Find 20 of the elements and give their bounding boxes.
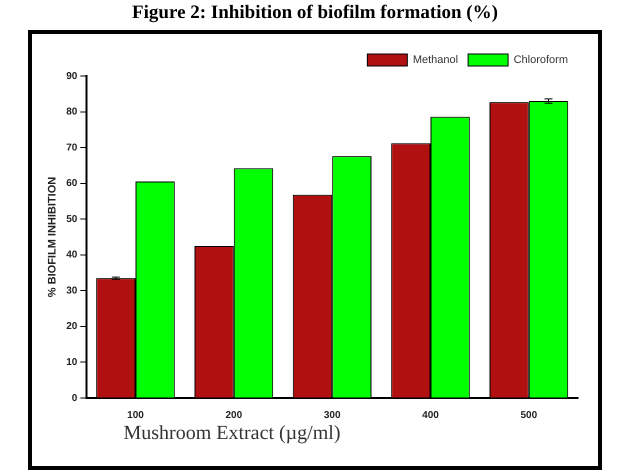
y-tick-label: 30	[66, 285, 78, 296]
y-tick-label: 80	[66, 106, 78, 118]
x-tick-label: 100	[127, 410, 144, 421]
y-tick-label: 50	[66, 214, 78, 225]
y-tick-label: 60	[66, 178, 78, 190]
y-tick-label: 40	[66, 250, 78, 261]
legend-label: Methanol	[412, 54, 458, 66]
x-tick-label: 200	[225, 410, 243, 421]
y-tick-label: 0	[72, 392, 78, 404]
x-tick-label: 400	[422, 410, 440, 421]
y-tick-label: 20	[66, 321, 78, 332]
y-tick-label: 70	[66, 142, 78, 154]
legend-label: Chloroform	[514, 54, 568, 66]
x-tick-label: 300	[324, 410, 341, 421]
chart-title: Figure 2: Inhibition of biofilm formation (%)	[131, 2, 499, 24]
y-tick-label: 10	[66, 356, 78, 368]
x-axis-title: Mushroom Extract (µg/ml)	[122, 422, 342, 445]
y-axis-title: % BIOFILM INHIBITION	[46, 176, 59, 298]
y-tick-label: 90	[66, 70, 78, 82]
x-tick-label: 500	[520, 410, 538, 421]
